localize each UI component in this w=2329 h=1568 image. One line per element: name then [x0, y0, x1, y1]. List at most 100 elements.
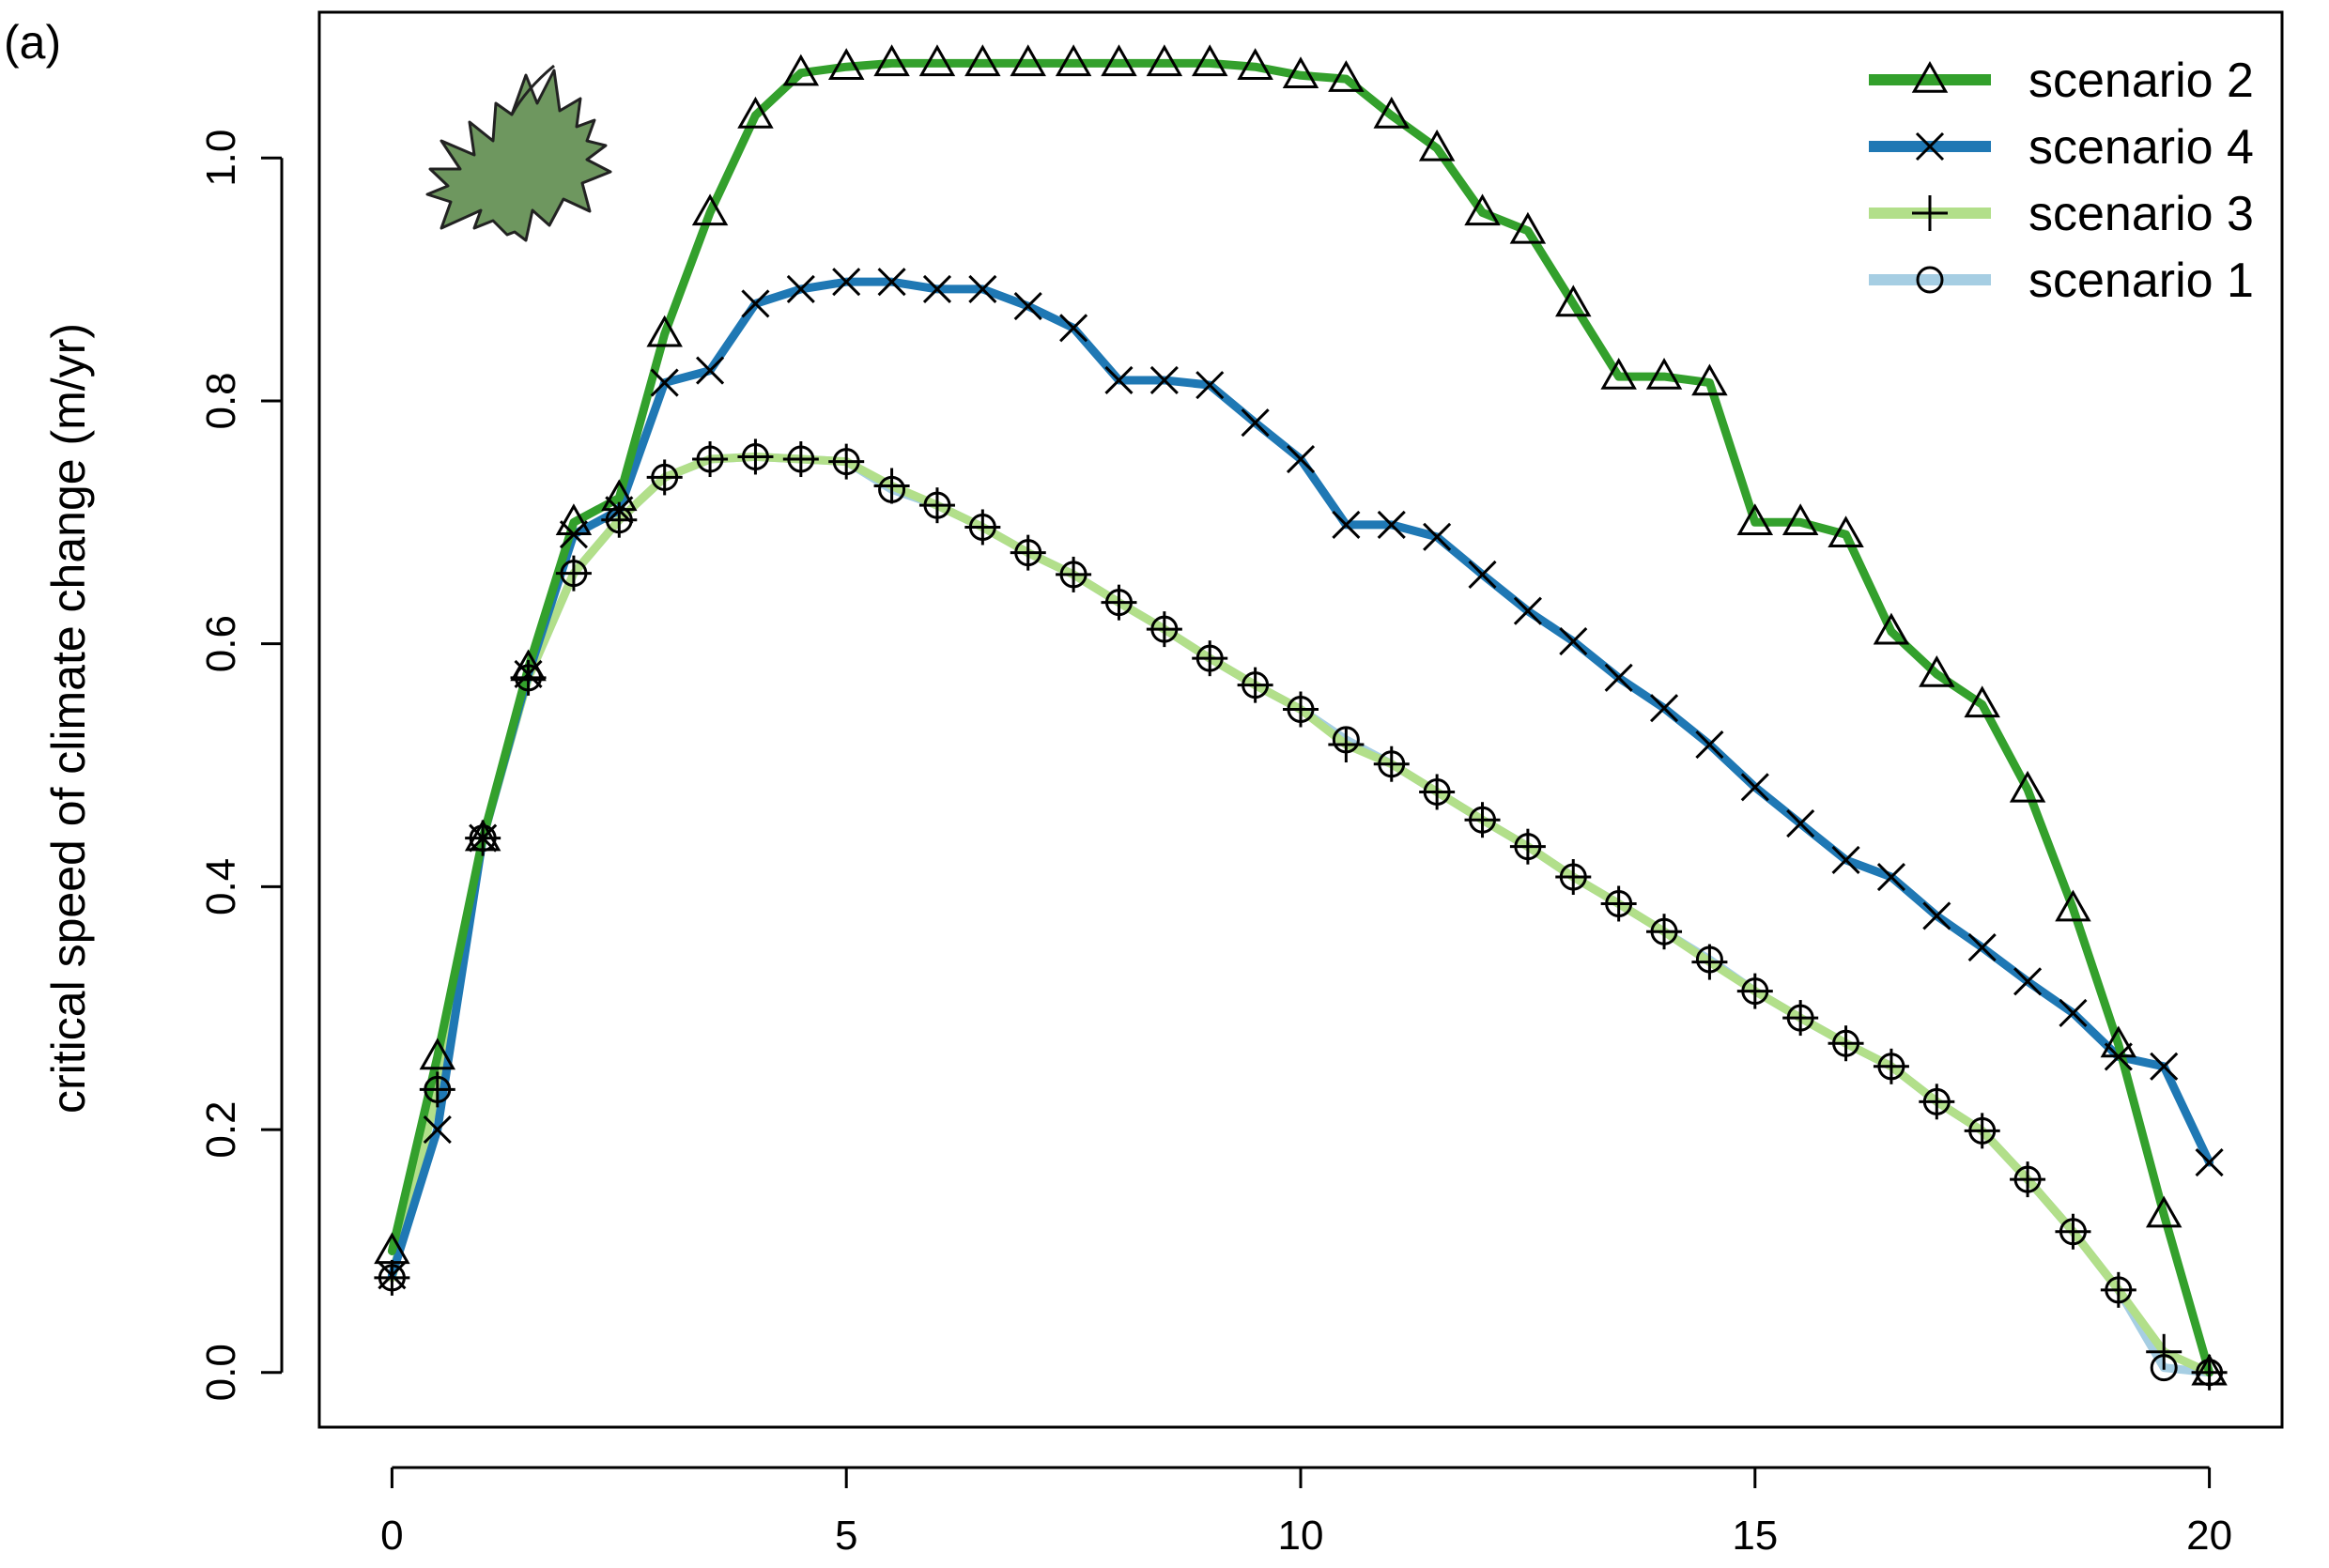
- data-point-scenario-2: [1101, 44, 1137, 77]
- data-point-scenario-3: [964, 509, 1001, 546]
- data-point-scenario-3: [1964, 1113, 2000, 1149]
- y-tick-label: 0.8: [198, 372, 244, 429]
- data-point-scenario-4: [1876, 862, 1905, 892]
- data-point-scenario-2: [464, 819, 501, 852]
- data-point-scenario-3: [918, 487, 955, 524]
- data-point-scenario-3: [1691, 944, 1728, 980]
- data-point-scenario-2: [1964, 685, 2000, 718]
- data-point-scenario-4: [1377, 510, 1406, 539]
- data-point-scenario-3: [737, 438, 774, 475]
- data-point-scenario-2: [1282, 56, 1319, 89]
- legend-item-scenario-1: scenario 1: [1869, 254, 2254, 308]
- data-point-scenario-3: [2100, 1271, 2136, 1308]
- data-point-scenario-3: [782, 441, 819, 478]
- data-point-scenario-2: [2145, 1195, 2182, 1228]
- plot-frame: [317, 10, 2284, 1429]
- data-point-scenario-4: [1649, 694, 1679, 723]
- data-point-scenario-2: [1191, 44, 1228, 77]
- data-point-scenario-4: [968, 274, 997, 303]
- data-point-scenario-2: [1828, 515, 1864, 547]
- data-point-scenario-2: [1600, 358, 1637, 390]
- data-point-scenario-3: [1237, 667, 1273, 703]
- data-point-scenario-2: [374, 1232, 410, 1265]
- data-point-scenario-4: [1786, 809, 1815, 838]
- data-point-scenario-2: [1146, 44, 1183, 77]
- legend-label: scenario 4: [2028, 120, 2254, 175]
- data-point-scenario-3: [419, 1071, 455, 1108]
- data-point-scenario-4: [2195, 1147, 2224, 1177]
- data-point-scenario-2: [873, 44, 910, 77]
- data-point-scenario-3: [1101, 584, 1137, 621]
- y-axis: 0.0 0.2 0.4 0.6 0.8 1.0: [198, 130, 284, 1401]
- data-point-scenario-3: [1192, 640, 1228, 677]
- data-point-scenario-4: [1559, 627, 1588, 656]
- data-point-scenario-2: [555, 503, 593, 536]
- series-line-scenario-4: [387, 277, 2214, 1280]
- data-point-scenario-4: [1967, 932, 1997, 962]
- data-point-scenario-4: [1423, 522, 1452, 551]
- data-point-scenario-4: [1513, 596, 1542, 625]
- y-tick-label: 0.6: [198, 615, 244, 672]
- data-point-scenario-2: [782, 54, 820, 86]
- data-point-scenario-3: [1283, 691, 1319, 728]
- data-point-scenario-3: [1828, 1025, 1864, 1062]
- legend-item-scenario-4: scenario 4: [1869, 120, 2254, 175]
- data-point-scenario-4: [1149, 365, 1179, 395]
- data-point-scenario-4: [1332, 510, 1361, 539]
- series-line-scenario-2: [387, 58, 2214, 1377]
- data-point-scenario-4: [1604, 663, 1633, 692]
- data-point-scenario-3: [555, 555, 592, 592]
- data-point-scenario-2: [1464, 193, 1501, 226]
- data-point-scenario-2: [646, 315, 683, 347]
- legend-label: scenario 2: [2028, 54, 2254, 108]
- data-point-scenario-2: [1555, 284, 1592, 317]
- data-point-scenario-2: [2055, 889, 2091, 922]
- legend-marker: [1912, 195, 1948, 231]
- data-point-scenario-4: [378, 1261, 407, 1290]
- legend-marker: [1911, 60, 1949, 93]
- data-point-scenario-2: [737, 96, 774, 129]
- data-point-scenario-4: [1013, 291, 1042, 321]
- data-point-scenario-4: [423, 1115, 452, 1145]
- data-point-scenario-3: [1509, 828, 1546, 865]
- data-point-scenario-3: [1646, 914, 1683, 950]
- y-tick-label: 0.2: [198, 1100, 244, 1158]
- legend-marker: [1916, 266, 1944, 294]
- data-point-scenario-3: [1464, 802, 1501, 838]
- x-tick-label: 5: [835, 1513, 857, 1559]
- data-point-scenario-4: [1695, 730, 1724, 760]
- data-point-scenario-2: [2191, 1353, 2228, 1386]
- data-point-scenario-2: [1645, 358, 1683, 390]
- data-point-scenario-2: [1736, 503, 1774, 536]
- y-tick-label: 0.0: [198, 1344, 244, 1401]
- data-point-scenario-2: [1328, 60, 1365, 92]
- data-point-scenario-3: [828, 443, 865, 480]
- data-point-scenario-3: [1056, 556, 1092, 592]
- data-point-scenario-4: [2059, 998, 2088, 1027]
- data-point-scenario-3: [692, 441, 729, 478]
- data-point-scenario-3: [1373, 746, 1410, 782]
- data-point-scenario-2: [1873, 612, 1910, 645]
- data-point-scenario-4: [696, 356, 725, 385]
- data-point-scenario-3: [1919, 1084, 1955, 1120]
- data-point-scenario-3: [1419, 774, 1456, 810]
- data-point-scenario-4: [2013, 967, 2043, 996]
- y-tick-label: 0.4: [198, 858, 244, 915]
- data-point-scenario-4: [2150, 1052, 2179, 1081]
- data-point-scenario-2: [1781, 503, 1819, 536]
- legend-item-scenario-3: scenario 3: [1869, 187, 2254, 241]
- data-point-scenario-2: [691, 193, 729, 226]
- data-point-scenario-2: [510, 649, 547, 682]
- y-axis-title: critical speed of climate change (m/yr): [42, 323, 95, 1114]
- data-point-scenario-4: [650, 368, 679, 397]
- data-point-scenario-2: [1919, 654, 1955, 687]
- legend-label: scenario 3: [2028, 187, 2254, 241]
- data-point-scenario-3: [2010, 1161, 2046, 1198]
- x-tick-label: 20: [2186, 1513, 2232, 1559]
- data-point-scenario-4: [1195, 371, 1225, 400]
- maple-leaf-icon: [425, 64, 612, 242]
- data-point-scenario-2: [1010, 44, 1046, 77]
- data-point-scenario-3: [601, 501, 638, 538]
- series-markers: [374, 44, 2228, 1391]
